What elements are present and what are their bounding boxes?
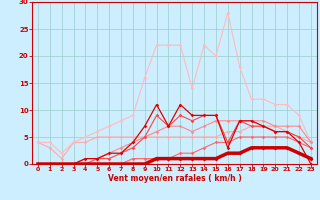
X-axis label: Vent moyen/en rafales ( km/h ): Vent moyen/en rafales ( km/h ) xyxy=(108,174,241,183)
